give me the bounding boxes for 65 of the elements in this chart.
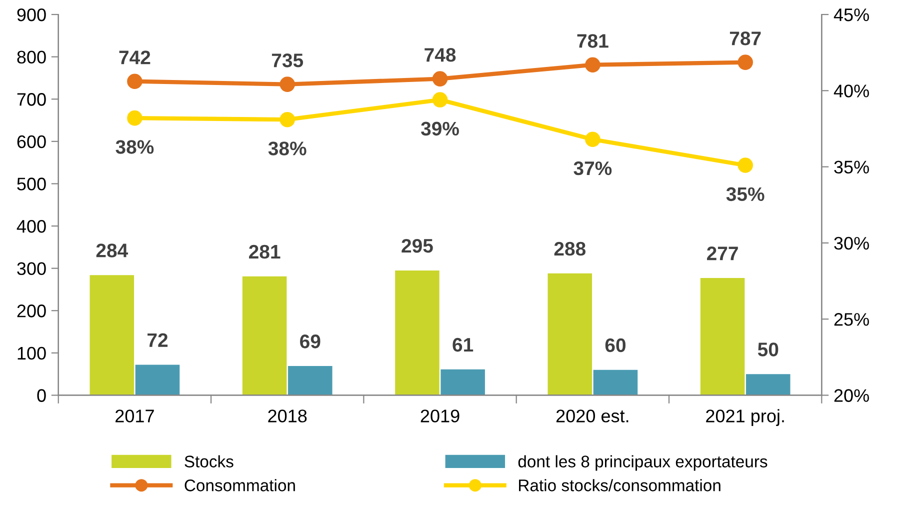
data-label: 781 (577, 34, 608, 48)
x-tick-label: 2017 (116, 410, 154, 422)
x-tick-label: 2019 (420, 410, 460, 422)
data-label: 50 (758, 342, 778, 356)
point (585, 132, 600, 148)
x-tick-label: 2020 est. (556, 410, 628, 422)
point (280, 112, 295, 128)
y-tick-label: 700 (17, 93, 46, 106)
bar (242, 276, 287, 396)
data-label: 37% (574, 161, 612, 176)
y-tick-label: 500 (17, 178, 46, 190)
bar (288, 366, 332, 396)
data-label: 742 (119, 50, 150, 64)
data-label: 69 (300, 334, 320, 348)
point (280, 76, 295, 92)
data-label: 72 (148, 333, 168, 347)
y2-tick-label: 35% (834, 160, 869, 174)
y-tick-label: 300 (17, 262, 46, 276)
bar (135, 364, 180, 396)
bar (90, 275, 134, 396)
data-label: 787 (730, 32, 761, 46)
legend-label: Ratio stocks/consommation (519, 479, 720, 492)
point (432, 71, 448, 86)
y2-tick-label: 25% (834, 313, 869, 326)
data-label: 38% (116, 140, 154, 154)
y2-tick-label: 20% (834, 389, 869, 402)
y-tick-label: 0 (37, 389, 46, 402)
y2-tick-label: 40% (834, 84, 869, 98)
point (127, 74, 142, 89)
data-label: 281 (249, 244, 280, 259)
data-label: 288 (554, 242, 586, 256)
data-label: 748 (424, 48, 456, 62)
legend-label: dont les 8 principaux exportateurs (518, 455, 768, 471)
x-tick-label: 2018 (268, 410, 307, 422)
bar (440, 369, 485, 396)
data-label: 277 (706, 246, 738, 260)
bar (548, 273, 592, 396)
y2-tick-label: 30% (834, 236, 869, 250)
y-tick-label: 800 (17, 50, 46, 64)
bar (395, 270, 440, 396)
data-label: 35% (726, 187, 764, 202)
y-tick-label: 100 (18, 346, 46, 360)
y2-tick-label: 45% (834, 8, 869, 22)
point (432, 92, 448, 108)
point (585, 57, 600, 72)
y-tick-label: 200 (17, 304, 46, 318)
bar (593, 370, 638, 396)
x-tick-label: 2021 proj. (706, 409, 784, 426)
y-tick-label: 400 (16, 220, 46, 233)
point (127, 110, 142, 126)
legend-label: Stocks (184, 455, 234, 468)
point (738, 158, 753, 173)
y-tick-label: 600 (17, 135, 46, 148)
data-label: 295 (402, 238, 433, 253)
data-label: 61 (452, 338, 474, 352)
data-label: 735 (272, 54, 304, 68)
bar (746, 374, 790, 396)
data-label: 39% (421, 122, 459, 136)
legend-label: Consommation (184, 479, 295, 492)
bar (700, 278, 745, 396)
data-label: 38% (268, 142, 306, 156)
y-tick-label: 900 (17, 8, 46, 22)
data-label: 60 (605, 338, 626, 352)
data-label: 284 (96, 244, 128, 258)
point (738, 54, 753, 70)
